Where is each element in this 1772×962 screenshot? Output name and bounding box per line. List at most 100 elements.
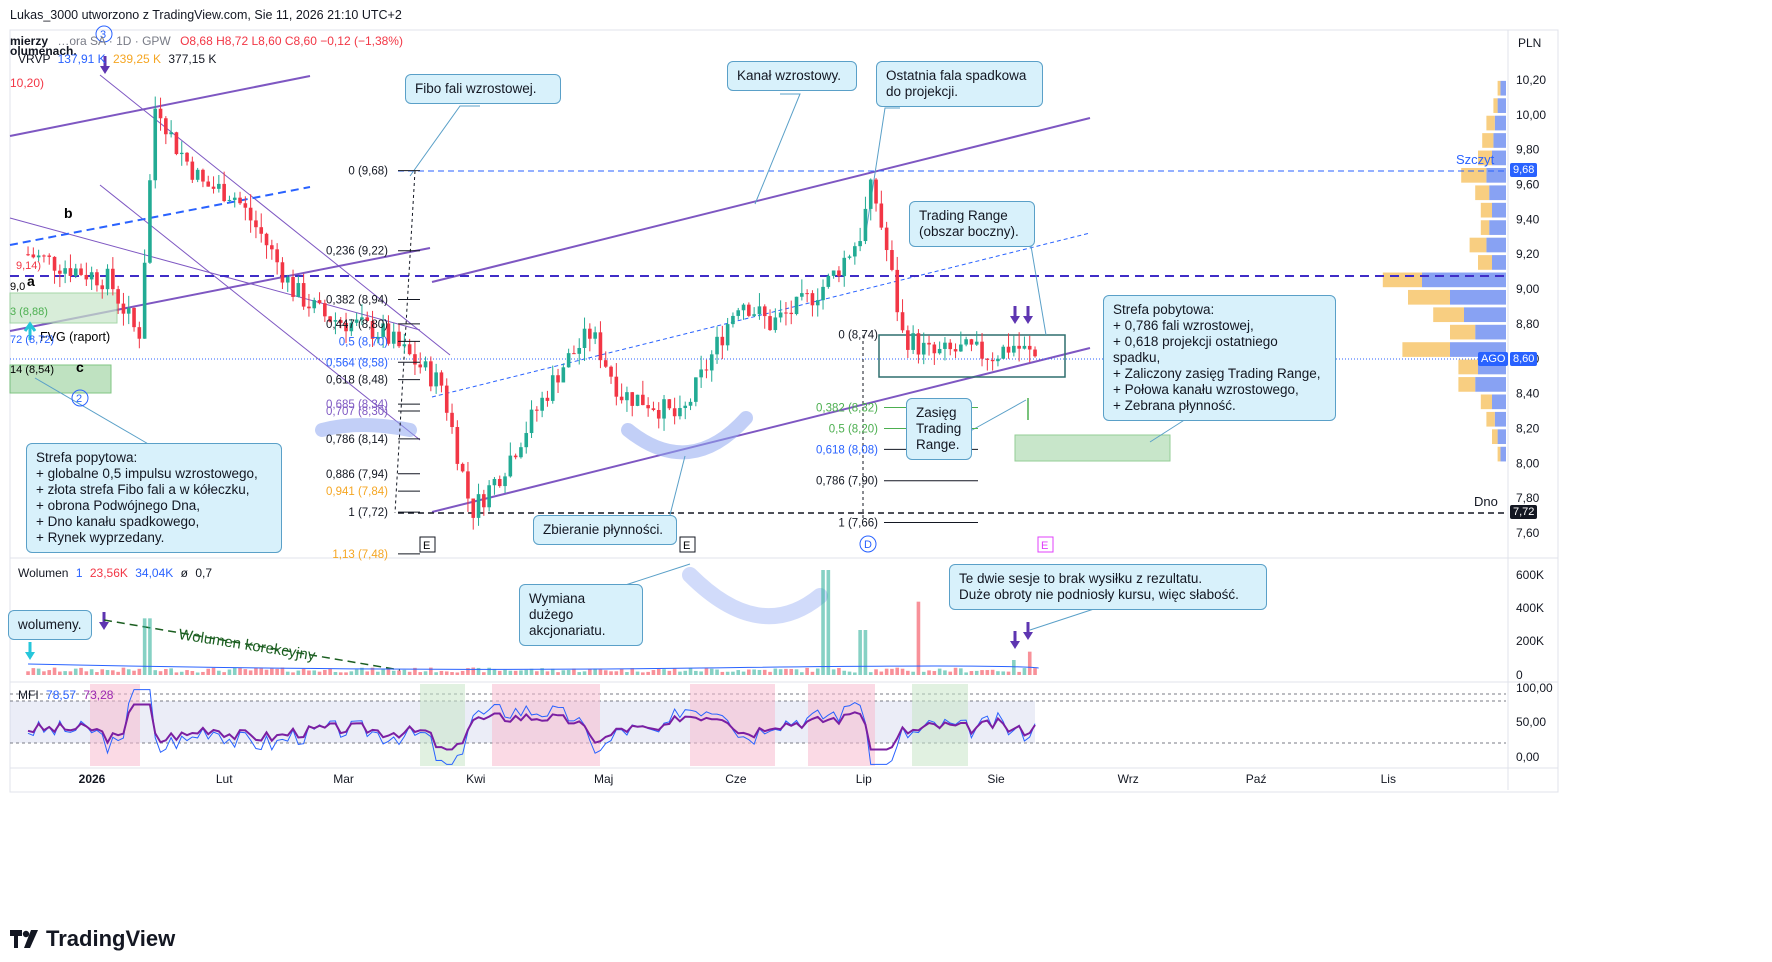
- profile-bar: [1493, 98, 1498, 113]
- callout-ostatnia[interactable]: Ostatnia fala spadkowa do projekcji.: [876, 61, 1043, 107]
- volume-bar: [630, 668, 635, 675]
- symbol-title[interactable]: …ora SA · 1D · GPW: [57, 34, 171, 48]
- callout-strefa-pobytowa[interactable]: Strefa pobytowa: + 0,786 fali wzrostowej…: [1103, 295, 1336, 421]
- event-marker: [679, 536, 696, 553]
- profile-bar: [1486, 115, 1495, 131]
- volume-tick-label: 600K: [1516, 568, 1544, 582]
- candle-body: [243, 203, 248, 208]
- callout-wymiana[interactable]: Wymiana dużego akcjonariatu.: [519, 584, 643, 646]
- fib-level-label: 0,382 (8,94): [326, 295, 388, 307]
- callout-strefa-popytowa[interactable]: Strefa popytowa: + globalne 0,5 impulsu …: [26, 443, 282, 553]
- candle-body: [694, 377, 698, 402]
- callout-zbieranie[interactable]: Zbieranie płynności.: [533, 515, 677, 545]
- volume-bar: [911, 671, 915, 675]
- candle-body: [826, 275, 831, 287]
- candle-body: [603, 360, 608, 367]
- callout-zasieg[interactable]: Zasięg Trading Range.: [906, 398, 972, 460]
- price-tick-label: 8,40: [1516, 387, 1540, 401]
- volume-bar: [418, 672, 423, 675]
- profile-bar: [1489, 220, 1506, 235]
- candle-body: [768, 316, 772, 331]
- volume-bar: [100, 669, 105, 675]
- volume-bar: [874, 669, 878, 675]
- pointer-zbieranie: [669, 455, 686, 516]
- volume-ma-line: [28, 663, 1039, 670]
- candle-body: [842, 257, 847, 277]
- fvg-zone: [9, 292, 118, 324]
- candle-body: [503, 476, 507, 487]
- candle-body: [254, 220, 258, 228]
- volume-legend: Wolumen 1 23,56K 34,04K ø 0,7: [18, 566, 212, 580]
- time-axis: 2026 Lut Mar Kwi Maj Cze Lip Sie Wrz Paź Lis: [79, 772, 1396, 786]
- candle-body: [513, 455, 518, 458]
- time-tick-label: Wrz: [1118, 772, 1139, 786]
- candle-body: [190, 161, 195, 180]
- highlight-stroke: [315, 418, 417, 437]
- volume-bar: [996, 671, 1000, 675]
- price-tick-label: 8,20: [1516, 421, 1540, 435]
- candle-body: [360, 317, 364, 320]
- candle-body: [497, 478, 502, 487]
- chart-attribution: Lukas_3000 utworzono z TradingView.com, …: [10, 8, 402, 22]
- volume-bar: [927, 670, 931, 675]
- callout-wolumeny[interactable]: wolumeny.: [8, 610, 92, 640]
- volume-bar: [423, 671, 428, 675]
- candle-body: [471, 498, 476, 518]
- volume-bar: [487, 667, 491, 675]
- volume-bar: [699, 671, 703, 675]
- demand-zone: [9, 364, 112, 394]
- currency-label[interactable]: PLN: [1518, 36, 1542, 50]
- candle-body: [519, 447, 523, 458]
- callout-sesje[interactable]: Te dwie sesje to brak wysiłku z rezultat…: [949, 564, 1267, 610]
- volume-bar: [821, 570, 825, 675]
- profile-bar: [1458, 377, 1476, 392]
- fib-level-label: 0,685 (8,34): [326, 399, 388, 411]
- candle-body: [847, 256, 852, 258]
- candle-body: [747, 304, 751, 316]
- arrow-down-head: [1010, 316, 1020, 324]
- fib-retracement: 0 (9,68) 0,236 (9,22) 0,382 (8,94) 0,447 (8…: [326, 166, 978, 561]
- candle-body: [95, 272, 99, 286]
- candle-body: [201, 169, 205, 182]
- candle-body: [561, 367, 566, 383]
- volume-bar: [741, 671, 746, 675]
- volume-bar: [593, 668, 597, 675]
- profile-bar: [1492, 429, 1498, 445]
- bottom-label: Dno: [1474, 494, 1498, 509]
- volume-bar: [577, 672, 582, 675]
- volume-bar: [969, 671, 974, 675]
- profile-bar: [1497, 98, 1506, 113]
- volume-title[interactable]: Wolumen: [18, 566, 69, 580]
- profile-bar: [1500, 80, 1506, 96]
- volume-bar: [460, 670, 465, 675]
- tradingview-logo[interactable]: TradingView: [10, 926, 175, 952]
- highlight-stroke: [621, 411, 753, 460]
- candle-body: [238, 197, 242, 204]
- volume-bar: [815, 668, 820, 675]
- trading-range-box: [878, 334, 1066, 378]
- arrow-down-head: [1023, 632, 1033, 640]
- dividend-marker: [859, 535, 877, 553]
- profile-bar: [1492, 394, 1506, 410]
- volume-bar: [900, 668, 905, 675]
- candle-body: [678, 408, 682, 417]
- candle-body: [858, 241, 862, 247]
- mfi-title[interactable]: MFI: [18, 688, 39, 702]
- callout-fibo[interactable]: Fibo fali wzrostowej.: [405, 74, 561, 104]
- volume-bar: [227, 669, 232, 675]
- callout-trading-range[interactable]: Trading Range (obszar boczny).: [909, 201, 1035, 247]
- mfi-zones: [10, 684, 1506, 766]
- candle-body: [116, 289, 120, 304]
- candle-body: [1001, 346, 1006, 359]
- volume-bar: [709, 668, 714, 675]
- volume-bar: [826, 570, 831, 675]
- volume-bar: [444, 671, 449, 675]
- projection-level-label: 0,618 (8,08): [816, 444, 878, 456]
- vrvp-label[interactable]: VRVP: [18, 52, 51, 66]
- candle-body: [31, 254, 36, 258]
- volume-bar: [47, 670, 52, 675]
- volume-bar: [863, 630, 868, 675]
- callout-kanal[interactable]: Kanał wzrostowy.: [727, 61, 857, 91]
- profile-bar: [1478, 150, 1492, 166]
